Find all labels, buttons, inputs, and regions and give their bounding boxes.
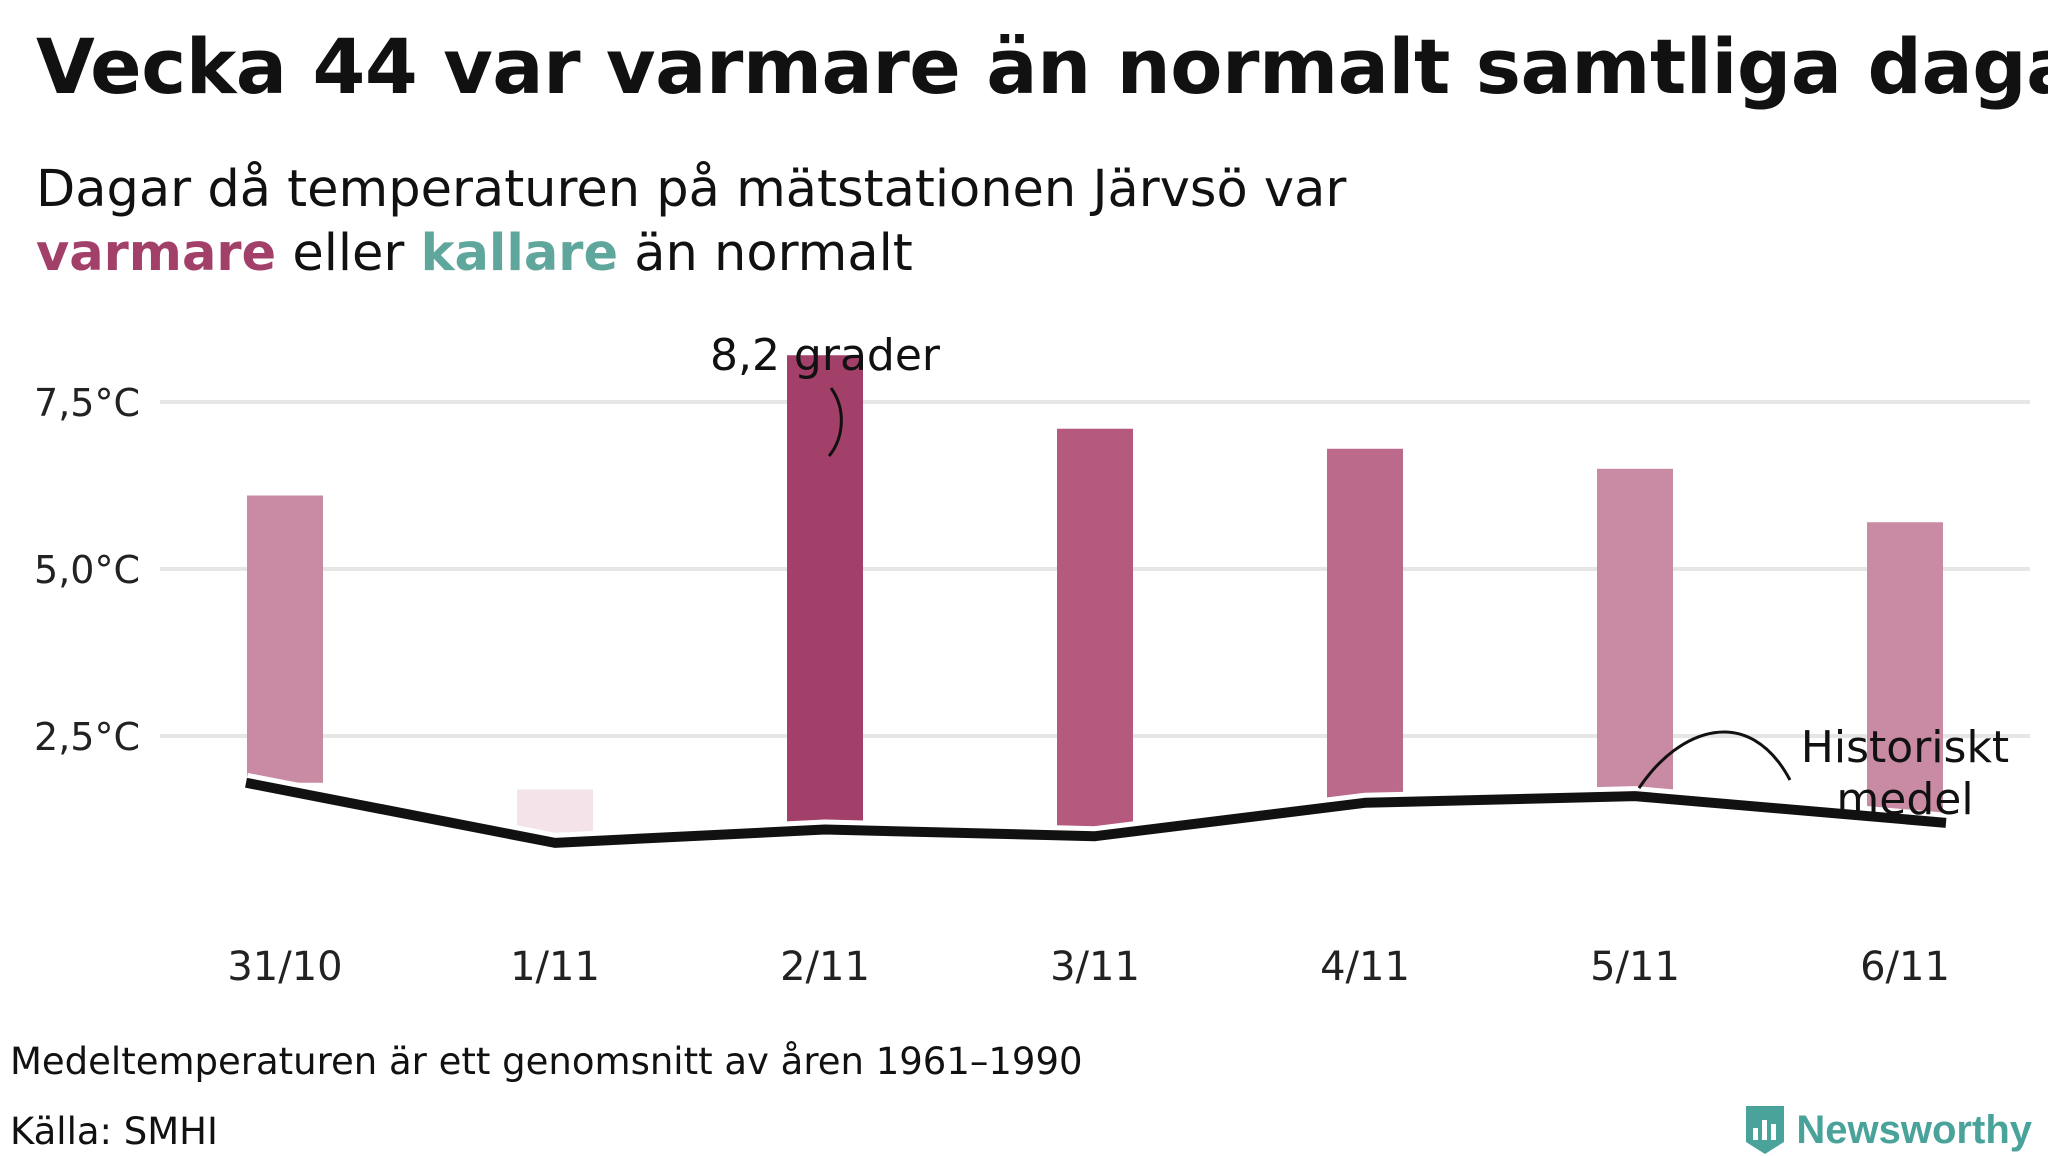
y-axis-ticks: 2,5°C 5,0°C 7,5°C xyxy=(34,381,140,759)
chart-subtitle: Dagar då temperaturen på mätstationen Jä… xyxy=(36,158,1346,286)
x-tick-label: 3/11 xyxy=(1050,944,1140,990)
bars xyxy=(247,355,1943,843)
average-annotation-label: medel xyxy=(1836,774,1973,825)
max-annotation-label: 8,2 grader xyxy=(710,330,941,381)
subtitle-between: eller xyxy=(276,224,421,283)
source-note: Källa: SMHI xyxy=(10,1110,218,1153)
footnote: Medeltemperaturen är ett genomsnitt av å… xyxy=(10,1040,1083,1083)
x-tick-label: 2/11 xyxy=(780,944,870,990)
historical-average-line-layer xyxy=(244,772,1947,853)
subtitle-line-2: varmare eller kallare än normalt xyxy=(36,222,1346,286)
brand: Newsworthy xyxy=(1744,1104,2032,1156)
subtitle-warm-word: varmare xyxy=(36,224,277,283)
bar xyxy=(1327,448,1403,803)
x-tick-label: 31/10 xyxy=(227,944,342,990)
x-tick-label: 5/11 xyxy=(1590,944,1680,990)
x-tick-label: 1/11 xyxy=(510,944,600,990)
max-annotation-connector xyxy=(827,387,843,457)
subtitle-line-1: Dagar då temperaturen på mätstationen Jä… xyxy=(36,160,1347,219)
average-annotation-connector xyxy=(1637,730,1792,789)
brand-name: Newsworthy xyxy=(1796,1107,2032,1152)
bar xyxy=(1867,522,1943,823)
x-tick-label: 6/11 xyxy=(1860,944,1950,990)
y-tick-label: 7,5°C xyxy=(34,381,140,425)
y-tick-label: 2,5°C xyxy=(34,715,140,759)
newsworthy-logo-icon xyxy=(1746,1106,1785,1154)
temperature-chart: 2,5°C 5,0°C 7,5°C 31/10 1/11 2/11 3/11 4/11 5/1… xyxy=(34,330,2030,990)
y-tick-label: 5,0°C xyxy=(34,548,140,592)
historical-average-line xyxy=(245,777,1947,848)
bar xyxy=(1597,468,1673,797)
average-annotation-label: Historiskt xyxy=(1801,722,2009,773)
bar xyxy=(1057,428,1133,837)
bar xyxy=(787,355,863,830)
bar xyxy=(247,495,323,783)
subtitle-end: än normalt xyxy=(618,224,913,283)
x-axis-ticks: 31/10 1/11 2/11 3/11 4/11 5/11 6/11 xyxy=(227,944,1950,990)
x-tick-label: 4/11 xyxy=(1320,944,1410,990)
chart-title: Vecka 44 var varmare än normalt samtliga… xyxy=(36,22,2048,111)
subtitle-cold-word: kallare xyxy=(420,224,619,283)
